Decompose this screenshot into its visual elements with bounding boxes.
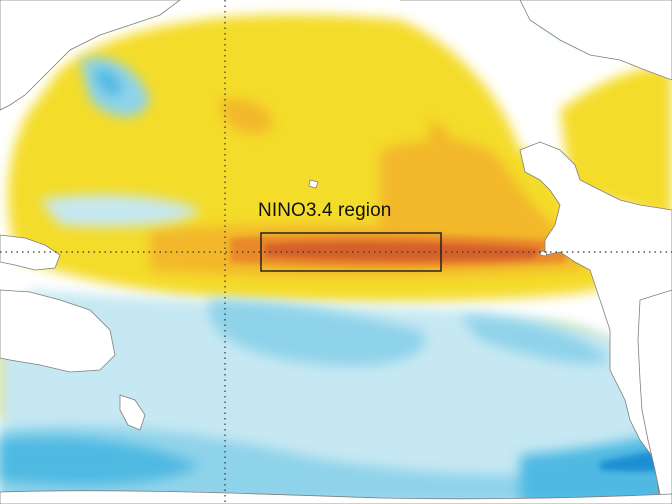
southern-ocean-ice-edge (0, 490, 672, 504)
asia-coast-land (0, 0, 181, 111)
new-zealand-land (119, 394, 146, 431)
north-america-landmass (519, 141, 672, 504)
hottest-field (265, 241, 540, 261)
south-america-landmass (637, 289, 672, 504)
nino34-region-box (260, 232, 442, 272)
cold-field (0, 69, 672, 504)
nino34-region-label: NINO3.4 region (258, 200, 392, 221)
north-america-arctic-land (400, 0, 672, 81)
hawaii-islands (308, 179, 319, 189)
australia-landmass (0, 289, 116, 373)
maritime-continent-land (0, 234, 61, 271)
